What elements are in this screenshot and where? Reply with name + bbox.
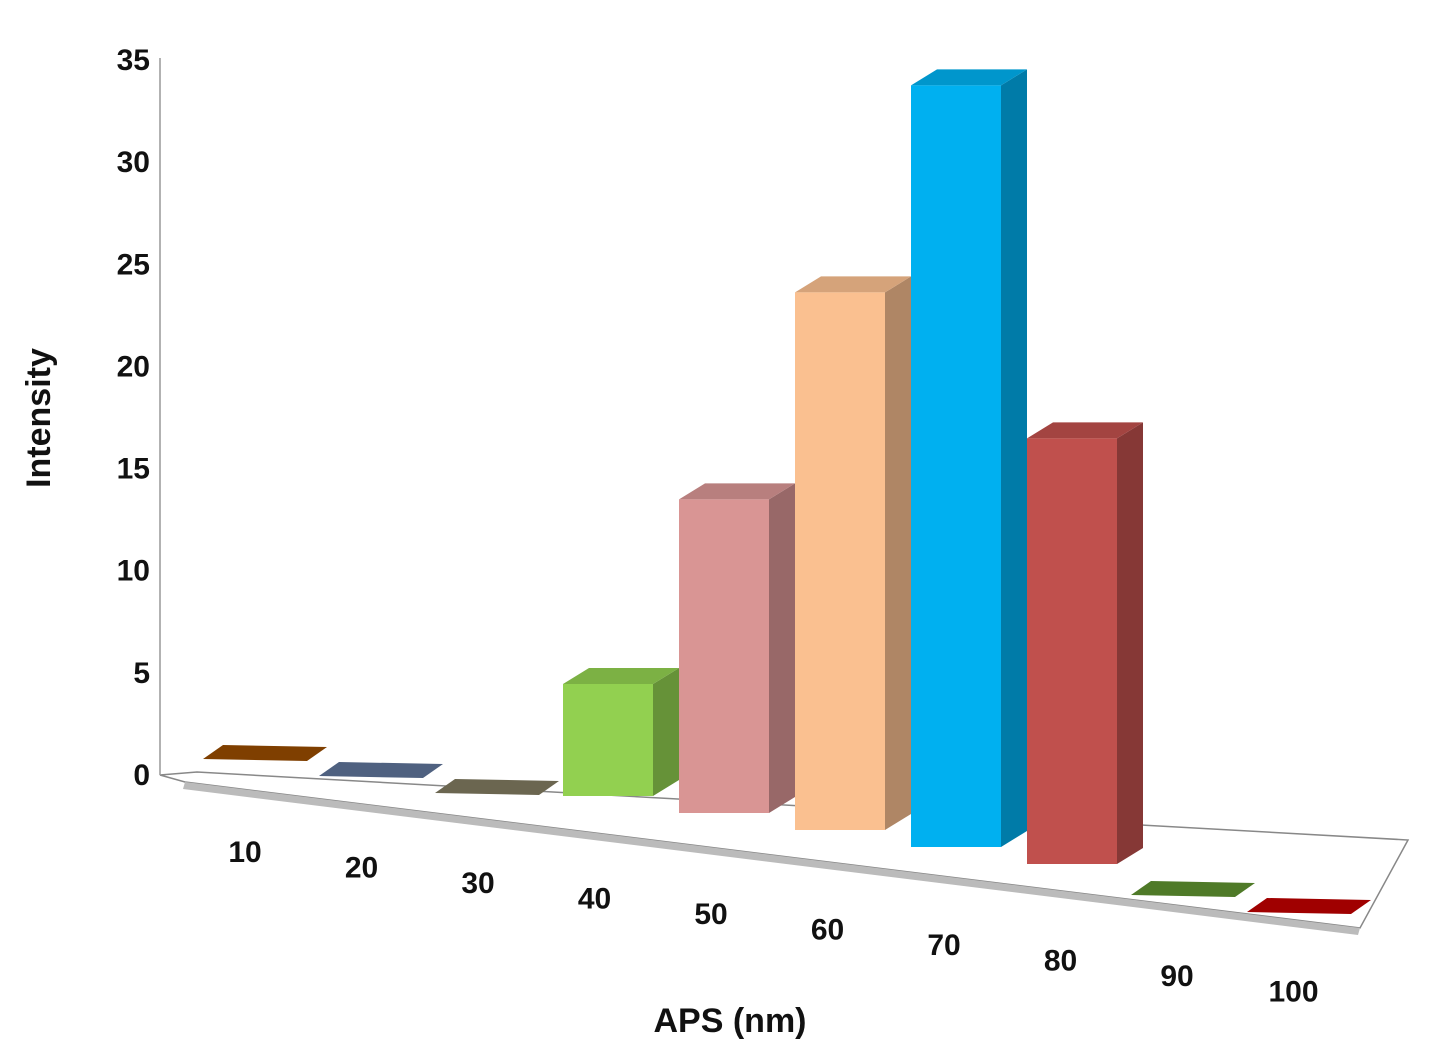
x-axis-title: APS (nm)	[654, 1002, 807, 1040]
y-tick-label: 10	[117, 555, 150, 588]
x-tick-label: 80	[1044, 945, 1077, 978]
bar-90	[1131, 881, 1255, 897]
y-tick-label: 5	[133, 657, 150, 690]
bar-side-face	[769, 483, 795, 813]
x-tick-label: 30	[461, 867, 494, 900]
bar-30	[435, 779, 559, 795]
x-tick-label: 70	[927, 929, 960, 962]
chart-floor	[159, 771, 1410, 929]
y-tick-label: 15	[117, 453, 150, 486]
y-tick-label: 25	[117, 248, 150, 281]
bar-60	[795, 276, 911, 830]
bar-side-face	[885, 276, 911, 830]
bar-flat-tile	[1247, 898, 1371, 914]
y-tick-label: 0	[133, 759, 150, 792]
x-tick-label: 60	[811, 914, 844, 947]
bar-100	[1247, 898, 1371, 914]
chart-floor-edge	[183, 782, 1360, 935]
bar-front-face	[679, 499, 769, 813]
bar-70	[911, 69, 1027, 847]
y-tick-label: 20	[117, 350, 150, 383]
bar-40	[563, 668, 679, 796]
bar-80	[1027, 422, 1143, 864]
y-axis-title: Intensity	[20, 348, 58, 488]
bar-top-face	[679, 483, 795, 500]
bar-flat-tile	[319, 762, 443, 778]
bar-front-face	[795, 292, 885, 830]
x-tick-label: 50	[694, 898, 727, 931]
bar-front-face	[1027, 438, 1117, 864]
x-tick-label: 40	[578, 883, 611, 916]
bar-top-face	[911, 69, 1027, 86]
bar-side-face	[1117, 422, 1143, 864]
bar-10	[203, 745, 327, 761]
bar-front-face	[563, 684, 653, 796]
x-tick-label: 100	[1268, 976, 1318, 1009]
bar-flat-tile	[203, 745, 327, 761]
bar-top-face	[1027, 422, 1143, 439]
bar-20	[319, 762, 443, 778]
y-tick-label: 30	[117, 146, 150, 179]
bar-front-face	[911, 85, 1001, 847]
bar-flat-tile	[1131, 881, 1255, 897]
x-tick-label: 10	[228, 836, 261, 869]
bar-side-face	[653, 668, 679, 796]
y-tick-label: 35	[117, 44, 150, 77]
bar-side-face	[1001, 69, 1027, 847]
bar-top-face	[563, 668, 679, 684]
bar-top-face	[795, 276, 911, 293]
x-tick-label: 20	[345, 852, 378, 885]
x-tick-label: 90	[1160, 960, 1193, 993]
bar-flat-tile	[435, 779, 559, 795]
bar-50	[679, 483, 795, 813]
